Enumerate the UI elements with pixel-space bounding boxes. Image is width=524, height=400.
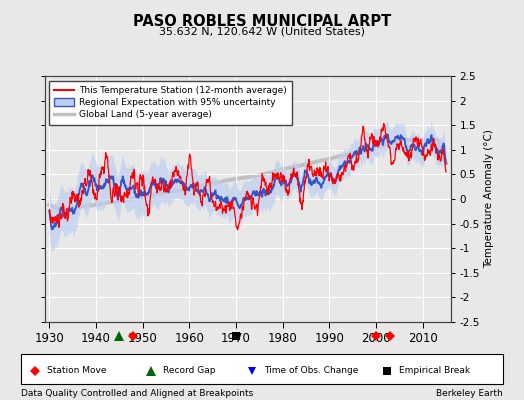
Text: Berkeley Earth: Berkeley Earth — [436, 389, 503, 398]
Legend: This Temperature Station (12-month average), Regional Expectation with 95% uncer: This Temperature Station (12-month avera… — [49, 80, 292, 125]
Text: Empirical Break: Empirical Break — [399, 366, 471, 375]
FancyBboxPatch shape — [21, 354, 503, 384]
Text: 35.632 N, 120.642 W (United States): 35.632 N, 120.642 W (United States) — [159, 26, 365, 36]
Text: PASO ROBLES MUNICIPAL ARPT: PASO ROBLES MUNICIPAL ARPT — [133, 14, 391, 29]
Y-axis label: Temperature Anomaly (°C): Temperature Anomaly (°C) — [484, 130, 494, 268]
Text: Data Quality Controlled and Aligned at Breakpoints: Data Quality Controlled and Aligned at B… — [21, 389, 253, 398]
Text: Time of Obs. Change: Time of Obs. Change — [265, 366, 359, 375]
Text: Station Move: Station Move — [48, 366, 107, 375]
Text: Record Gap: Record Gap — [163, 366, 216, 375]
